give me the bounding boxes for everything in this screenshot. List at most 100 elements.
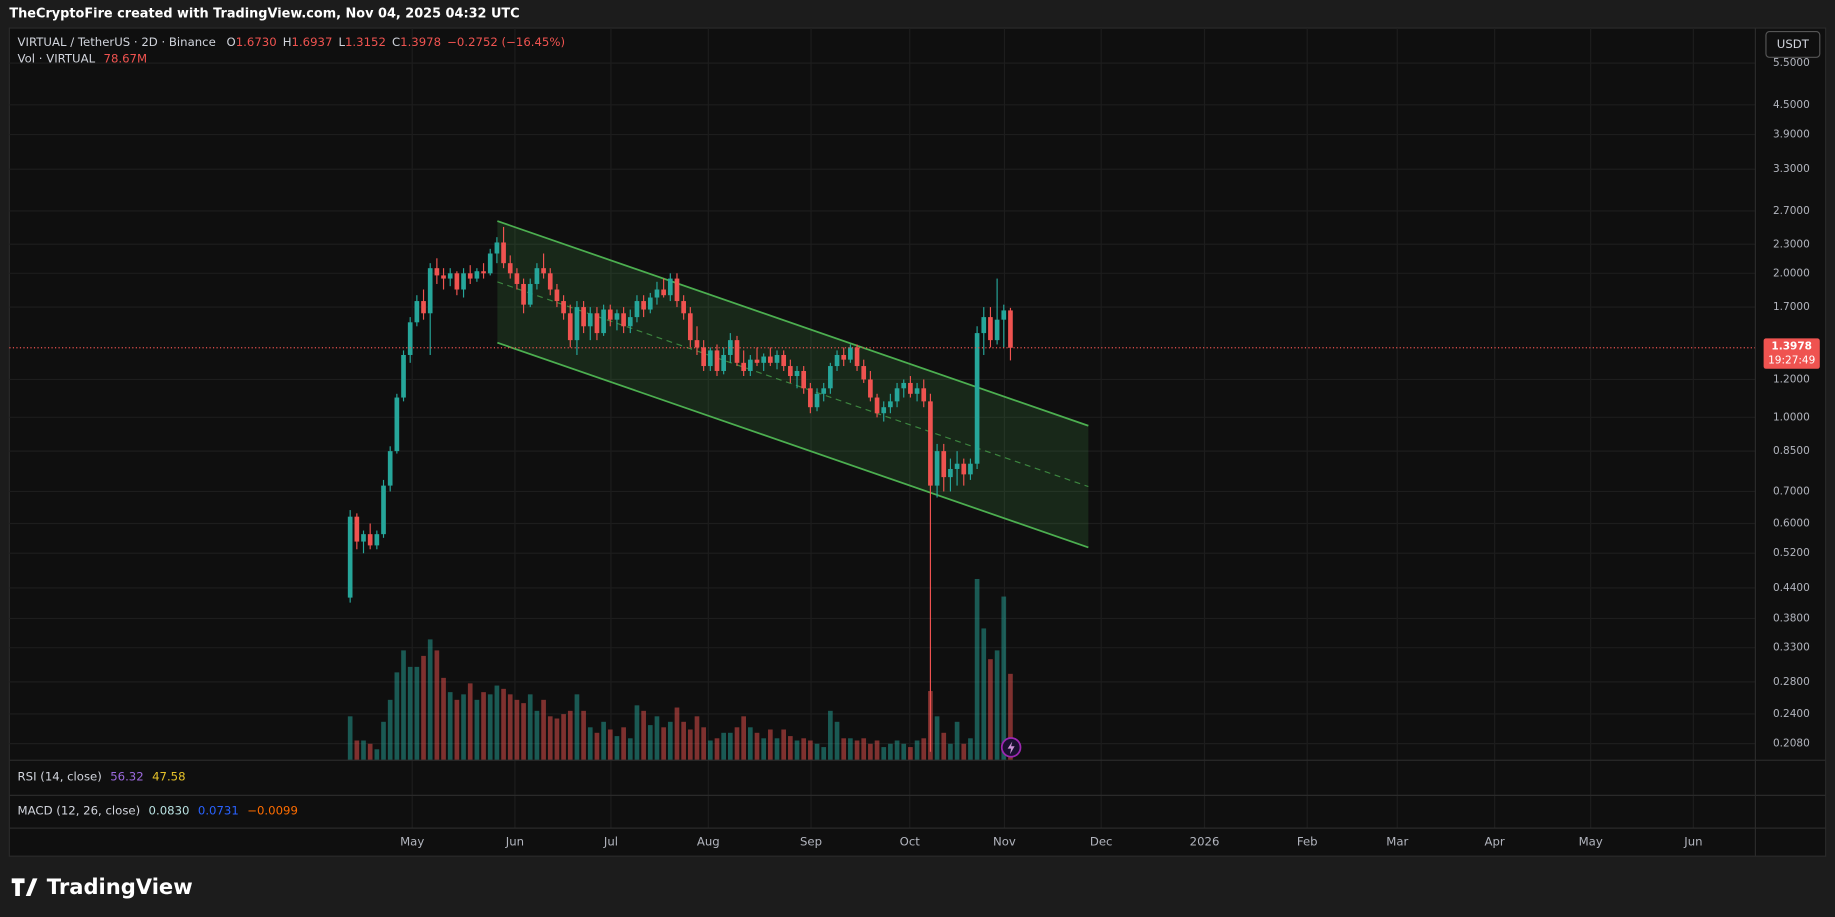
y-tick-label: 3.9000 <box>1773 129 1810 141</box>
volume-bar <box>761 738 767 761</box>
candle-body <box>674 278 680 302</box>
candle-body <box>894 388 900 402</box>
candle-body <box>481 271 486 274</box>
volume-bar <box>861 738 867 761</box>
candle-body <box>801 370 807 389</box>
volume-bar <box>541 699 546 761</box>
volume-bar <box>581 710 586 761</box>
volume-bar <box>694 716 700 761</box>
y-tick-label: 0.3800 <box>1773 612 1810 624</box>
candle-body <box>567 313 573 341</box>
candle-body <box>347 516 353 598</box>
volume-bar <box>901 743 907 761</box>
volume-bar <box>534 710 540 761</box>
volume-bar <box>821 747 827 761</box>
candle-body <box>754 359 760 363</box>
volume-bar <box>748 727 753 761</box>
volume-value: 78.67M <box>104 51 148 65</box>
candle-body <box>507 263 513 274</box>
candle-body <box>848 347 853 360</box>
candle-body <box>461 273 466 290</box>
volume-bar <box>741 716 747 761</box>
volume-bar <box>574 694 580 761</box>
candle-body <box>361 534 366 542</box>
brand-logo <box>11 878 38 896</box>
volume-bar <box>941 732 947 761</box>
x-tick-label: Dec <box>1090 835 1113 849</box>
volume-bar <box>607 729 613 761</box>
y-tick-label: 2.3000 <box>1773 238 1810 250</box>
volume-bar <box>547 716 553 761</box>
volume-bar <box>361 740 366 761</box>
candle-body <box>601 309 606 334</box>
candle-body <box>874 397 880 414</box>
candle-body <box>501 242 506 264</box>
candle-body <box>1001 310 1007 320</box>
volume-bar <box>814 743 820 761</box>
currency-button[interactable] <box>1765 30 1821 58</box>
y-tick-label: 1.2000 <box>1773 373 1810 385</box>
symbol: VIRTUAL / TetherUS · 2D · Binance <box>18 35 216 49</box>
volume-bar <box>347 716 353 761</box>
volume-bar <box>868 743 873 761</box>
candle-body <box>714 350 720 371</box>
candle-body <box>681 301 686 314</box>
candle-body <box>574 307 580 341</box>
candle-body <box>494 242 500 254</box>
volume-legend: Vol · VIRTUAL 78.67M <box>18 51 148 65</box>
candle-body <box>621 313 626 327</box>
volume-bar <box>774 738 780 761</box>
x-tick-label: Jun <box>1683 835 1702 849</box>
volume-bar <box>641 710 646 761</box>
y-tick-label: 0.2080 <box>1773 738 1810 750</box>
candle-body <box>821 388 827 394</box>
y-tick-label: 0.2400 <box>1773 708 1810 720</box>
x-tick-label: Sep <box>800 835 822 849</box>
volume-bar <box>454 699 460 761</box>
candle-body <box>808 388 813 408</box>
legend-h: 1.6937 <box>292 35 333 49</box>
candle-body <box>647 297 653 310</box>
candle-body <box>974 333 980 464</box>
candle-body <box>761 356 767 363</box>
brand-name: TradingView <box>47 874 193 899</box>
candle-body <box>634 301 640 318</box>
volume-bar <box>354 740 360 761</box>
candle-body <box>788 366 793 377</box>
volume-bar <box>794 740 800 761</box>
volume-bar <box>421 655 426 761</box>
candle-body <box>534 268 540 284</box>
currency-label[interactable]: USDT <box>1777 37 1810 51</box>
candle-body <box>954 463 960 469</box>
volume-bar <box>394 672 400 761</box>
candle-body <box>387 451 393 486</box>
volume-bar <box>494 685 500 761</box>
candle-body <box>561 301 566 314</box>
candle-body <box>1008 310 1013 348</box>
candle-body <box>921 388 927 402</box>
volume-bar <box>727 732 733 761</box>
candle-body <box>841 354 847 360</box>
y-tick-label: 4.5000 <box>1773 99 1810 111</box>
candle-body <box>627 317 633 327</box>
last-price-label: 1.3978 <box>1771 341 1812 353</box>
volume-bar <box>914 740 920 761</box>
volume-bar <box>908 747 913 761</box>
x-tick-label: 2026 <box>1190 835 1220 849</box>
candle-body <box>667 278 673 296</box>
candle-body <box>687 313 693 341</box>
volume-bar <box>407 666 413 761</box>
volume-bar <box>634 705 640 761</box>
candle-body <box>661 289 666 296</box>
candle-body <box>374 534 380 546</box>
x-tick-label: Jun <box>505 835 524 849</box>
volume-bar <box>954 721 960 761</box>
volume-bar <box>627 738 633 761</box>
volume-bar <box>514 699 520 761</box>
candle-body <box>707 350 713 367</box>
volume-bar <box>754 732 760 761</box>
volume-bar <box>874 740 880 761</box>
macd-value: 0.0731 <box>198 803 239 817</box>
y-tick-label: 2.0000 <box>1773 267 1810 279</box>
volume-bar <box>427 639 433 761</box>
